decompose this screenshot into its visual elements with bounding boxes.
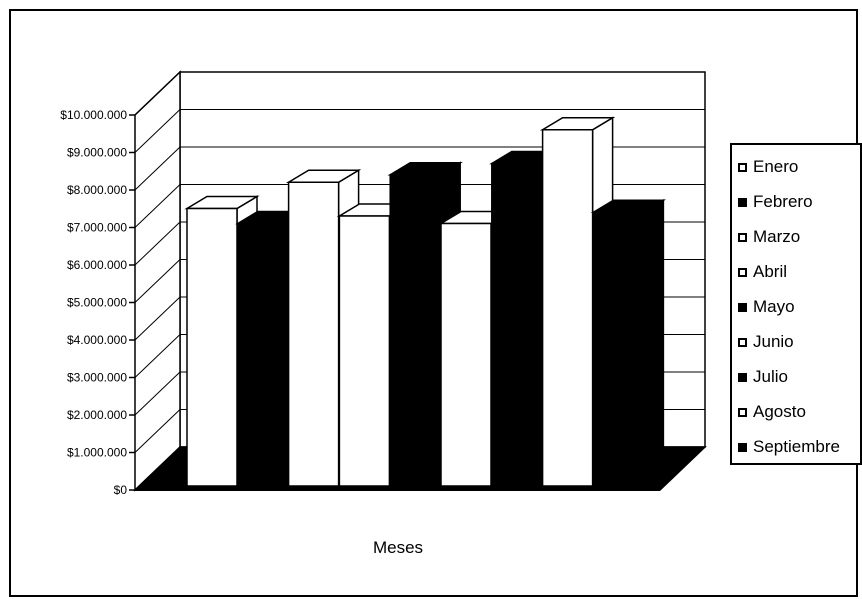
legend-label: Abril xyxy=(753,262,788,281)
legend-item: Abril xyxy=(738,260,787,284)
legend-swatch xyxy=(738,337,747,347)
gridline-side xyxy=(134,109,181,153)
bar-septiembre xyxy=(590,198,667,488)
y-tick-label: $6.000.000 xyxy=(67,258,127,272)
legend-swatch xyxy=(738,267,747,277)
chart-legend: Enero Febrero Marzo Abril Mayo Junio Julio Agos… xyxy=(730,143,862,465)
gridline-side xyxy=(134,221,181,266)
legend-label: Agosto xyxy=(753,402,806,421)
x-axis-label: Meses xyxy=(373,538,423,557)
legend-item: Enero xyxy=(738,155,798,179)
legend-label: Julio xyxy=(753,367,788,386)
y-tick-label: $8.000.000 xyxy=(67,183,127,197)
gridline-side xyxy=(134,371,181,416)
bar-front xyxy=(440,222,492,487)
legend-label: Enero xyxy=(753,157,799,176)
legend-item: Agosto xyxy=(738,400,806,424)
bar-front xyxy=(389,174,441,487)
gridline-side xyxy=(134,259,181,303)
bar-front xyxy=(338,215,391,487)
legend-item: Mayo xyxy=(738,295,795,319)
y-tick-label: $9.000.000 xyxy=(67,146,127,160)
legend-swatch xyxy=(738,302,747,312)
y-tick-label: $5.000.000 xyxy=(67,296,127,310)
legend-swatch xyxy=(738,232,747,242)
legend-label: Marzo xyxy=(753,227,801,246)
y-tick-label: $1.000.000 xyxy=(67,446,127,460)
gridline-side xyxy=(134,334,181,378)
gridline-side xyxy=(134,184,181,228)
legend-label: Mayo xyxy=(753,297,795,316)
bar-front xyxy=(186,207,238,487)
bar-front xyxy=(592,211,645,487)
legend-item: Julio xyxy=(738,365,788,389)
legend-label: Febrero xyxy=(753,192,813,211)
legend-swatch xyxy=(738,162,747,172)
gridline-side xyxy=(134,146,181,191)
gridline-side xyxy=(134,409,181,453)
legend-label: Septiembre xyxy=(753,437,840,456)
y-tick-label: $10.000.000 xyxy=(60,108,127,122)
gridline-side xyxy=(134,296,181,341)
legend-swatch xyxy=(738,407,747,417)
legend-label: Junio xyxy=(753,332,794,351)
legend-item: Marzo xyxy=(738,225,800,249)
y-tick-label: $4.000.000 xyxy=(67,333,127,347)
bar-front xyxy=(491,162,543,487)
legend-swatch xyxy=(738,197,747,207)
legend-item: Septiembre xyxy=(738,435,840,459)
gridline-side xyxy=(134,71,181,116)
bar-front xyxy=(541,129,594,487)
legend-swatch xyxy=(738,442,747,452)
y-tick-label: $3.000.000 xyxy=(67,371,127,385)
legend-item: Junio xyxy=(738,330,794,354)
legend-swatch xyxy=(738,372,747,382)
legend-item: Febrero xyxy=(738,190,813,214)
bar-side xyxy=(642,198,665,488)
bar-front xyxy=(237,222,289,487)
y-tick-label: $2.000.000 xyxy=(67,408,127,422)
bar-front xyxy=(287,181,340,487)
y-tick-label: $7.000.000 xyxy=(67,221,127,235)
y-tick-label: $0 xyxy=(114,483,128,497)
